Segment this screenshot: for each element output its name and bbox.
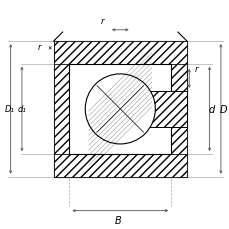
Text: d₁: d₁ bbox=[17, 105, 26, 114]
Text: r: r bbox=[194, 64, 198, 73]
Bar bbox=[53, 42, 186, 177]
Polygon shape bbox=[53, 64, 69, 154]
Circle shape bbox=[85, 74, 155, 144]
Polygon shape bbox=[53, 154, 186, 177]
Text: r: r bbox=[100, 17, 104, 26]
Bar bbox=[69, 64, 170, 154]
Text: B: B bbox=[114, 215, 121, 225]
Bar bbox=[143, 91, 186, 127]
Text: D: D bbox=[219, 104, 226, 114]
Text: r: r bbox=[38, 42, 41, 51]
Polygon shape bbox=[170, 64, 186, 154]
Text: D₁: D₁ bbox=[5, 105, 15, 114]
Text: r: r bbox=[162, 96, 165, 105]
Text: d: d bbox=[207, 104, 214, 114]
Polygon shape bbox=[53, 42, 186, 64]
